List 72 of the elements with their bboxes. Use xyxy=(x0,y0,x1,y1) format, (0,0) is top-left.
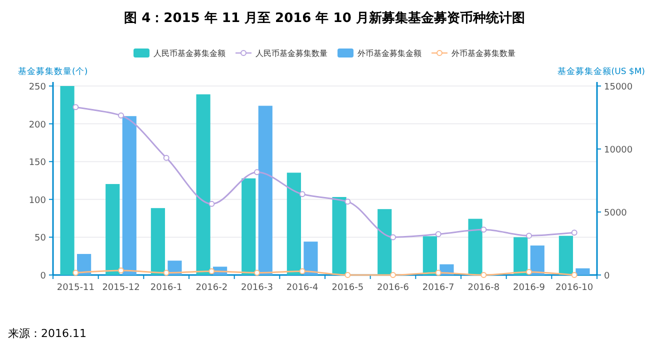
point xyxy=(72,270,79,276)
point xyxy=(344,198,351,205)
bar xyxy=(122,116,136,275)
y-tick-label: 0 xyxy=(40,272,46,282)
source-note: 来源：2016.11 xyxy=(8,327,86,340)
point xyxy=(344,272,351,278)
point xyxy=(571,272,578,278)
point xyxy=(208,200,215,207)
bar xyxy=(332,197,346,275)
x-tick-label: 2016-10 xyxy=(556,283,594,293)
x-tick-label: 2016-5 xyxy=(332,283,364,293)
bar xyxy=(150,208,165,275)
y2-tick-label: 15000 xyxy=(604,82,633,92)
point xyxy=(254,270,260,276)
bar xyxy=(530,246,544,275)
x-tick-label: 2016-3 xyxy=(241,283,273,293)
point xyxy=(526,232,532,239)
x-tick-label: 2016-2 xyxy=(196,283,228,293)
point xyxy=(571,230,578,236)
bar xyxy=(77,254,92,275)
bar xyxy=(378,209,392,275)
x-tick-label: 2016-1 xyxy=(150,283,182,293)
point xyxy=(390,234,396,240)
point xyxy=(163,154,170,161)
x-tick-label: 2016-4 xyxy=(286,283,319,293)
bar xyxy=(242,178,256,275)
chart-title: 图 4：2015 年 11 月至 2016 年 10 月新募集基金募资币种统计图 xyxy=(124,10,525,26)
point xyxy=(480,272,487,278)
y2-tick-label: 0 xyxy=(604,272,610,282)
y-axis-title: 基金募集数量(个) xyxy=(18,66,88,77)
bar xyxy=(558,236,573,275)
y-tick-label: 50 xyxy=(34,234,46,244)
bar xyxy=(196,94,210,275)
bar xyxy=(422,236,437,275)
bar xyxy=(304,242,318,275)
legend-label: 人民币基金募集数量 xyxy=(256,49,328,58)
y2-tick-label: 10000 xyxy=(604,146,633,156)
point xyxy=(118,267,124,274)
point xyxy=(435,231,442,238)
point xyxy=(299,268,306,274)
bar xyxy=(106,184,120,275)
legend-label: 外币基金募集金额 xyxy=(358,49,422,58)
bar xyxy=(258,106,272,275)
point xyxy=(118,112,124,118)
x-tick-label: 2016-9 xyxy=(513,283,546,293)
point xyxy=(435,270,442,276)
x-tick-label: 2015-12 xyxy=(102,283,140,293)
legend-label: 外币基金募集数量 xyxy=(452,49,516,58)
bar xyxy=(286,172,301,275)
point xyxy=(526,268,532,275)
bar xyxy=(576,268,590,275)
point xyxy=(480,226,487,233)
y-tick-label: 250 xyxy=(28,82,46,92)
x-tick-label: 2016-7 xyxy=(422,283,454,293)
point xyxy=(299,191,306,198)
x-tick-label: 2015-11 xyxy=(56,283,94,293)
y-tick-label: 150 xyxy=(28,158,46,168)
y2-tick-label: 5000 xyxy=(604,208,628,218)
bar xyxy=(468,218,482,275)
x-tick-label: 2016-8 xyxy=(468,283,500,293)
point xyxy=(163,270,170,276)
bar xyxy=(60,86,74,275)
x-tick-label: 2016-6 xyxy=(377,283,410,293)
y2-axis-title: 基金募集金额(US $M) xyxy=(557,66,645,77)
y-tick-label: 100 xyxy=(28,196,46,206)
point xyxy=(254,169,260,176)
point xyxy=(72,104,79,110)
bar xyxy=(514,237,528,275)
point xyxy=(208,268,215,274)
legend-label: 人民币基金募集金额 xyxy=(154,49,226,58)
y-tick-label: 200 xyxy=(28,120,46,130)
point xyxy=(390,272,396,278)
